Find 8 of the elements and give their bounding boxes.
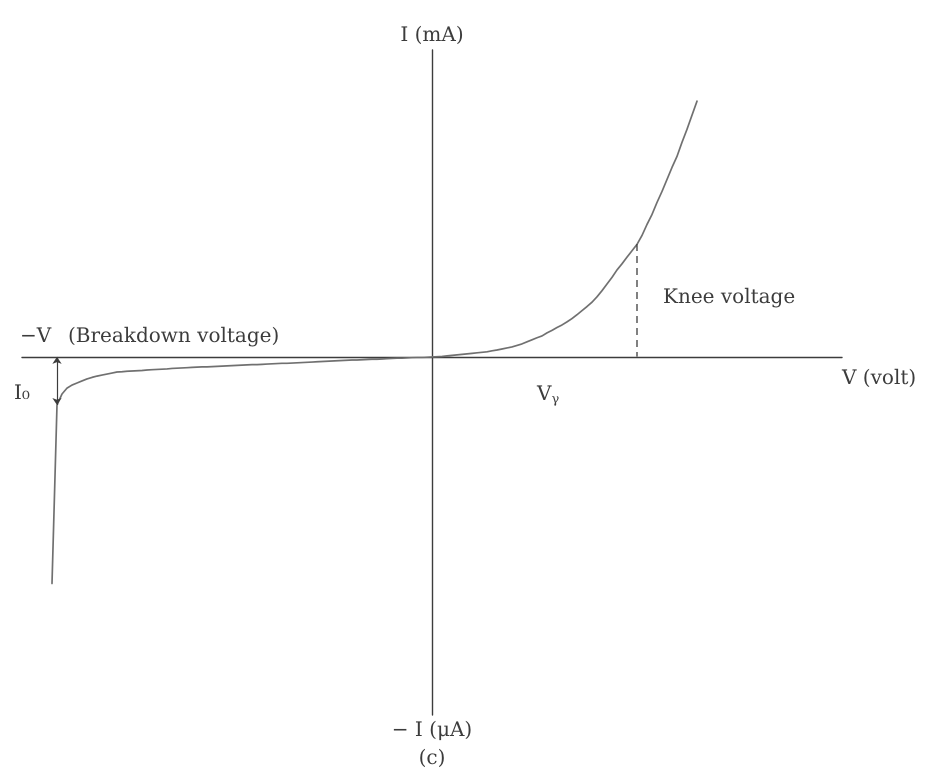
text: (c) [418,745,446,769]
x-axis-title: V (volt) [841,364,916,389]
text: − I (μA) [392,717,472,741]
annotation: Knee voltage [663,284,796,308]
y-axis-title: I (mA) [400,22,464,46]
annotation: (Breakdown voltage) [68,323,280,347]
annotation: I₀ [14,380,30,404]
annotation: −V [20,323,52,347]
